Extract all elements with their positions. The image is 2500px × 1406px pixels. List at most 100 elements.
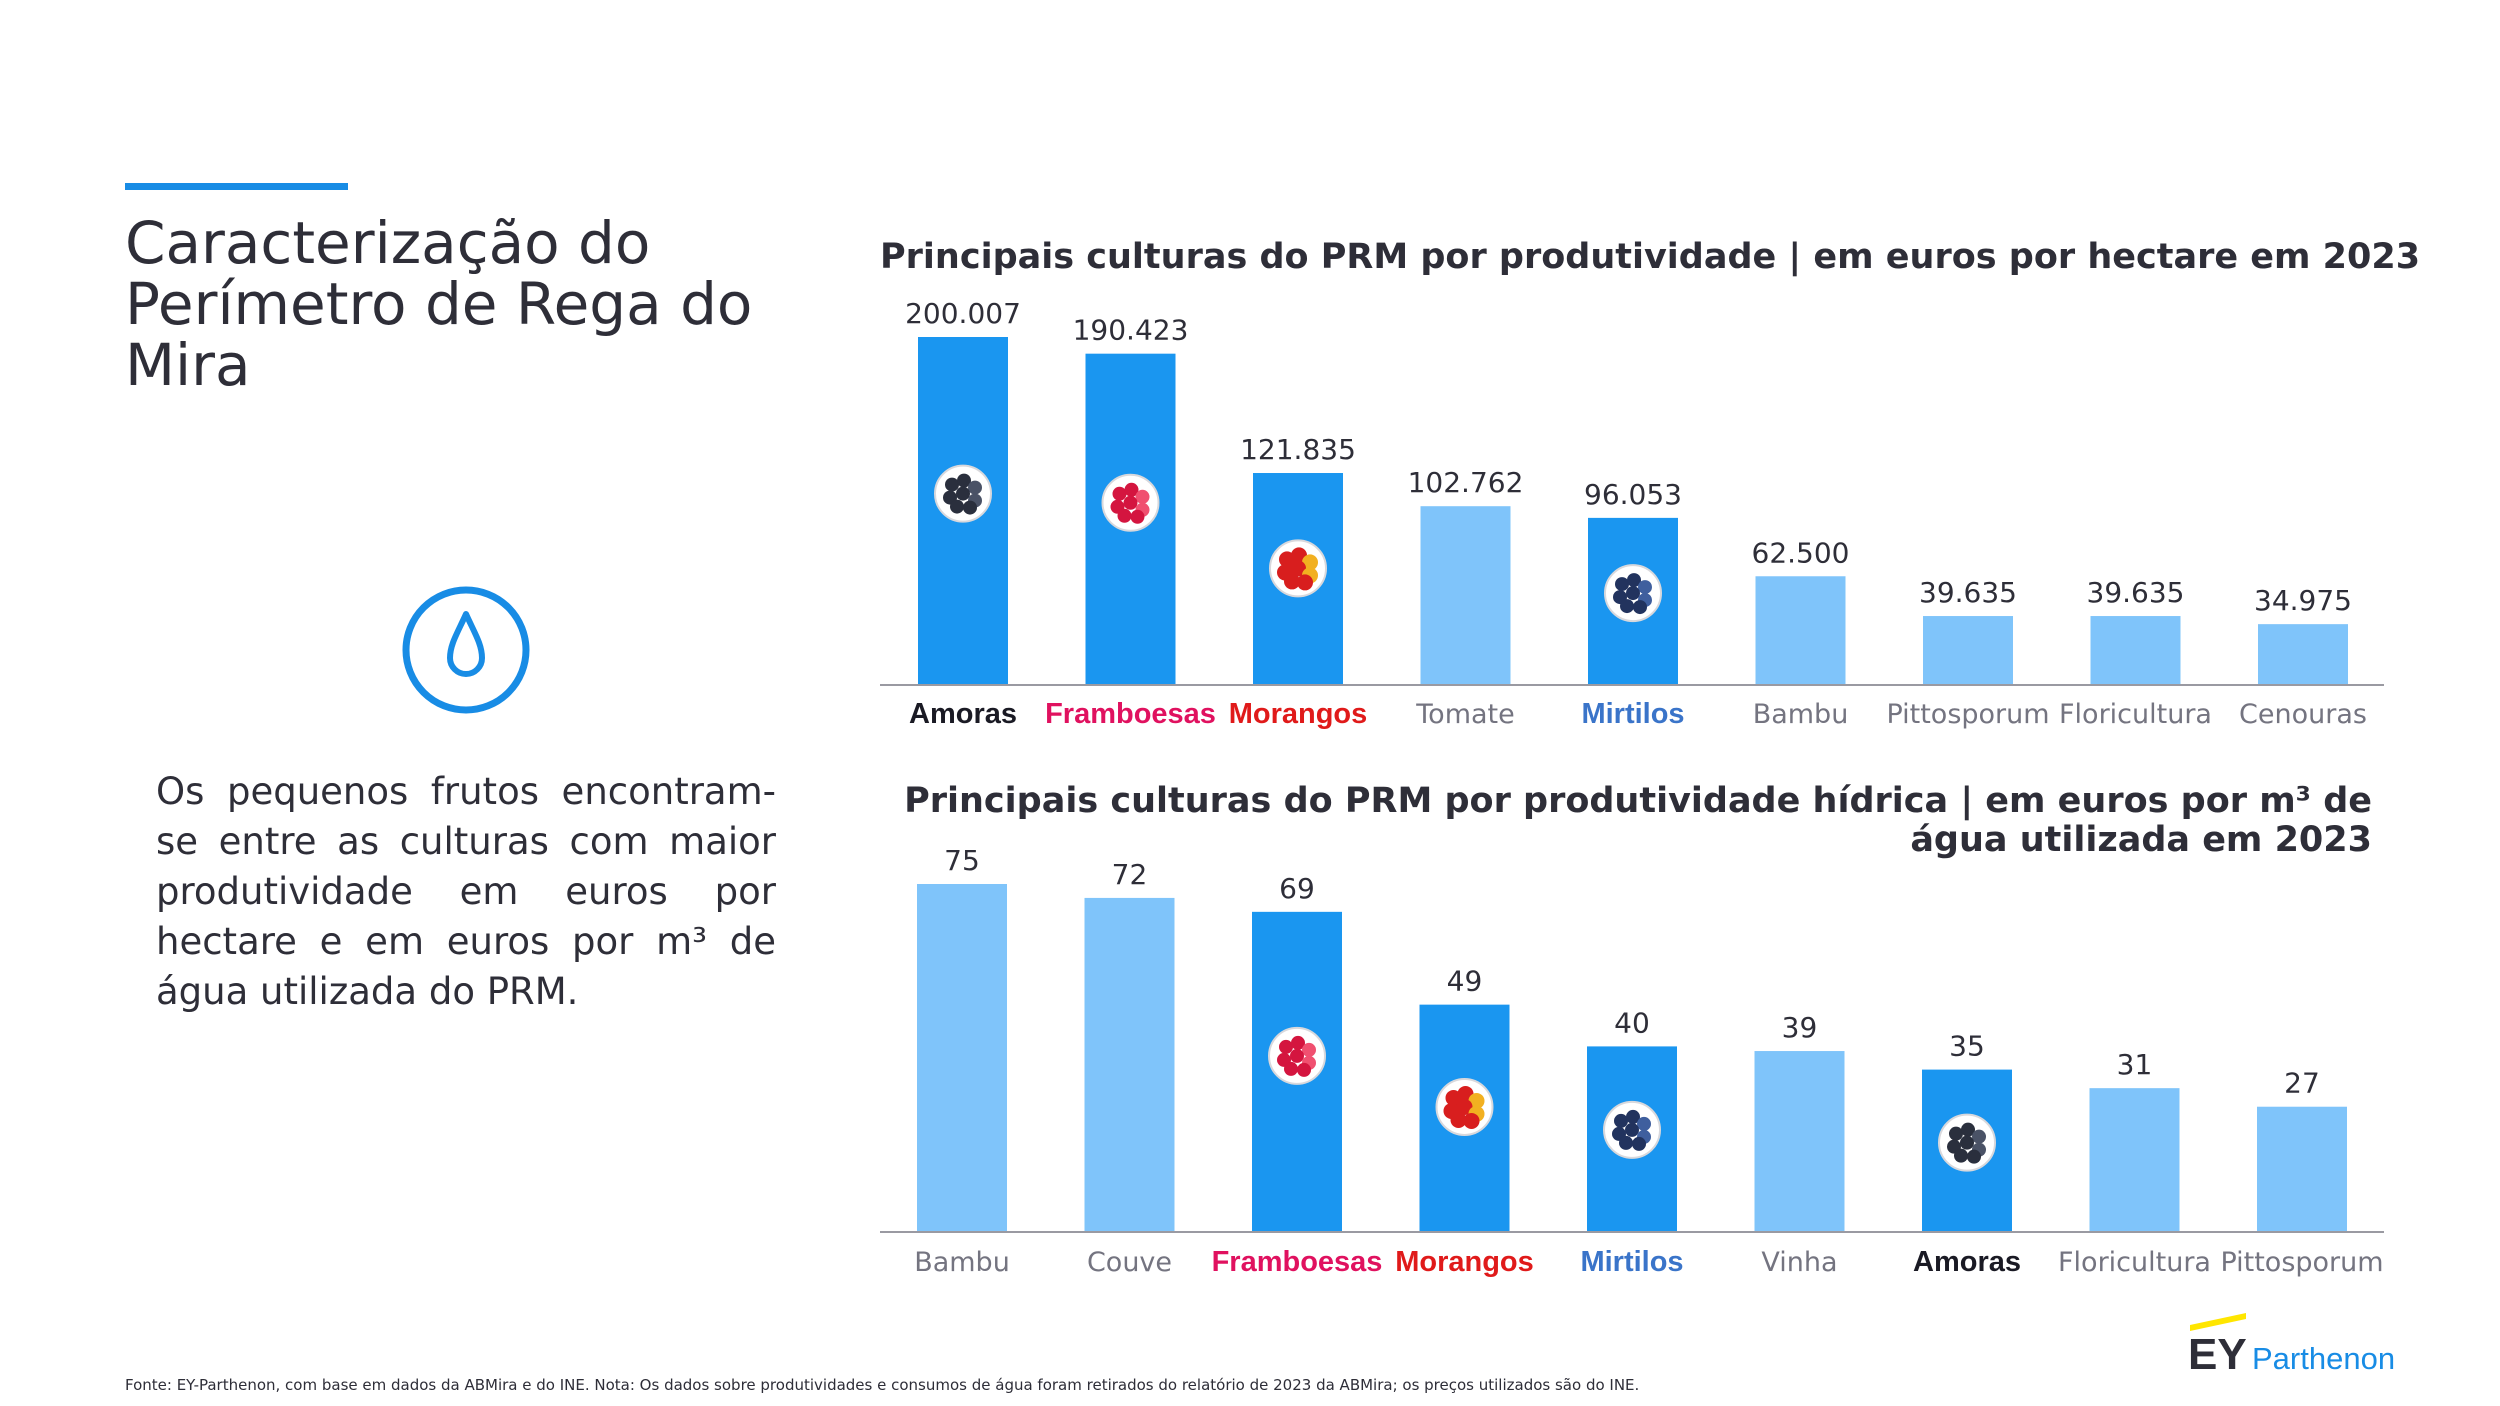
blueberry-icon-berry [1638,580,1652,595]
bar [1754,1051,1845,1232]
strawberry-icon-berry [1456,1098,1473,1115]
strawberry-icon-berry [1297,574,1313,591]
blackberry-icon-berry [956,486,970,501]
category-label: Bambu [1753,699,1849,730]
strawberry-icon-berry [1290,560,1306,577]
bar [2258,624,2348,685]
category-label: Amoras [909,698,1017,730]
logo-mark: EY [2188,1330,2247,1375]
blackberry-icon-berry [950,499,964,514]
raspberry-icon-berry [1297,1062,1311,1077]
raspberry-icon-berry [1290,1048,1304,1063]
category-label: Morangos [1229,698,1368,730]
category-label: Mirtilos [1580,1246,1683,1278]
category-label: Mirtilos [1581,698,1684,730]
bar-value-label: 72 [1112,858,1148,891]
raspberry-icon-berry [1123,495,1138,510]
bar-value-label: 69 [1279,872,1315,905]
blueberry-icon-berry [1620,599,1634,614]
ey-parthenon-logo: EY Parthenon [2188,1313,2395,1375]
blueberry-icon-berry [1625,1122,1639,1137]
blackberry-icon-berry [1961,1122,1975,1137]
logo-yellow-beam [2190,1313,2246,1331]
bar-value-label: 35 [1949,1030,1985,1063]
strawberry-icon-berry [1468,1092,1485,1109]
bar-value-label: 75 [944,844,980,877]
blueberry-icon [1603,1100,1661,1159]
blackberry-icon [1938,1113,1996,1172]
category-label: Framboesas [1212,1246,1383,1278]
bar [917,884,1007,1232]
bar-value-label: 31 [2117,1048,2153,1081]
bar-value-label: 102.762 [1408,466,1524,499]
chart1-title-rest: em euros por hectare em 2023 [1801,237,2421,277]
blueberry-icon-berry [1619,1135,1633,1150]
raspberry-icon-berry [1302,1042,1316,1057]
bar-value-label: 39.635 [2087,576,2185,609]
category-label: Vinha [1761,1247,1837,1278]
chart2-title-bold: Principais culturas do PRM por produtivi… [904,781,1974,821]
blackberry-icon-berry [968,480,982,495]
blackberry-icon-berry [1967,1149,1981,1164]
strawberry-icon-berry [1463,1112,1480,1129]
source-note: Fonte: EY-Parthenon, com base em dados d… [125,1376,1640,1394]
strawberry-icon-berry [1302,554,1318,571]
water-drop-icon [402,586,530,714]
bar-value-label: 34.975 [2254,584,2352,617]
bar-value-label: 39 [1782,1011,1818,1044]
blueberry-icon-berry [1626,586,1640,601]
chart2-title: Principais culturas do PRM por produtivi… [900,782,2372,860]
raspberry-icon-berry [1117,508,1132,523]
chart1-title-bold: Principais culturas do PRM por produtivi… [880,237,1802,277]
category-label: Bambu [914,1247,1010,1278]
raspberry-icon [1101,473,1160,532]
category-label: Floricultura [2059,699,2212,730]
blackberry-icon-berry [963,500,977,515]
blackberry-icon-berry [1960,1135,1974,1150]
bar-value-label: 39.635 [1919,576,2017,609]
raspberry-icon-berry [1130,509,1145,524]
chart1-title: Principais culturas do PRM por produtivi… [880,238,2420,277]
bar-value-label: 62.500 [1752,536,1850,569]
raspberry-icon-berry [1112,486,1127,501]
blueberry-icon-berry [1633,600,1647,615]
category-label: Cenouras [2239,699,2367,730]
blackberry-icon-berry [1972,1129,1986,1144]
logo-name: Parthenon [2252,1341,2395,1375]
bar [2089,1088,2180,1232]
blackberry-icon-berry [957,473,971,488]
bar [2090,616,2181,685]
blueberry-icon-berry [1637,1116,1651,1131]
category-label: Amoras [1913,1246,2021,1278]
category-label: Floricultura [2058,1247,2211,1278]
strawberry-icon-berry [1450,1111,1467,1128]
bar [2257,1106,2347,1232]
blueberry-icon-berry [1626,1109,1640,1124]
blackberry-icon [934,464,992,523]
category-label: Pittosporum [2220,1247,2383,1278]
blackberry-icon-berry [1949,1126,1963,1141]
bar-value-label: 121.835 [1240,433,1356,466]
strawberry-icon [1435,1077,1494,1136]
page-title: Caracterização do Perímetro de Rega do M… [125,209,753,399]
summary-text: Os pequenos frutos encontram-se entre as… [156,770,776,1013]
raspberry-icon-berry [1284,1061,1298,1076]
chart2-title-rest: em euros por m³ de água utilizada em 202… [1910,781,2372,860]
blueberry-icon [1604,564,1662,623]
bar [1420,506,1511,685]
bar [1755,576,1846,685]
strawberry-icon-berry [1284,573,1300,590]
raspberry-icon-berry [1124,482,1139,497]
strawberry-icon [1269,539,1327,598]
bar-value-label: 96.053 [1584,478,1682,511]
title-accent-rule [125,183,348,190]
chart-1: 200.007 Amoras 190.423 Framboesas 121.835 Mor… [880,297,2384,730]
blackberry-icon-berry [1954,1148,1968,1163]
bar-value-label: 190.423 [1073,314,1189,347]
chart-2: 75 Bambu 72 Couve 69 Framboesas 49 Morangos 40 Mi… [880,844,2384,1278]
bar-value-label: 49 [1447,965,1483,998]
category-label: Morangos [1395,1246,1534,1278]
blackberry-icon-berry [945,477,959,492]
blueberry-icon-berry [1632,1136,1646,1151]
bar-value-label: 40 [1614,1006,1650,1039]
